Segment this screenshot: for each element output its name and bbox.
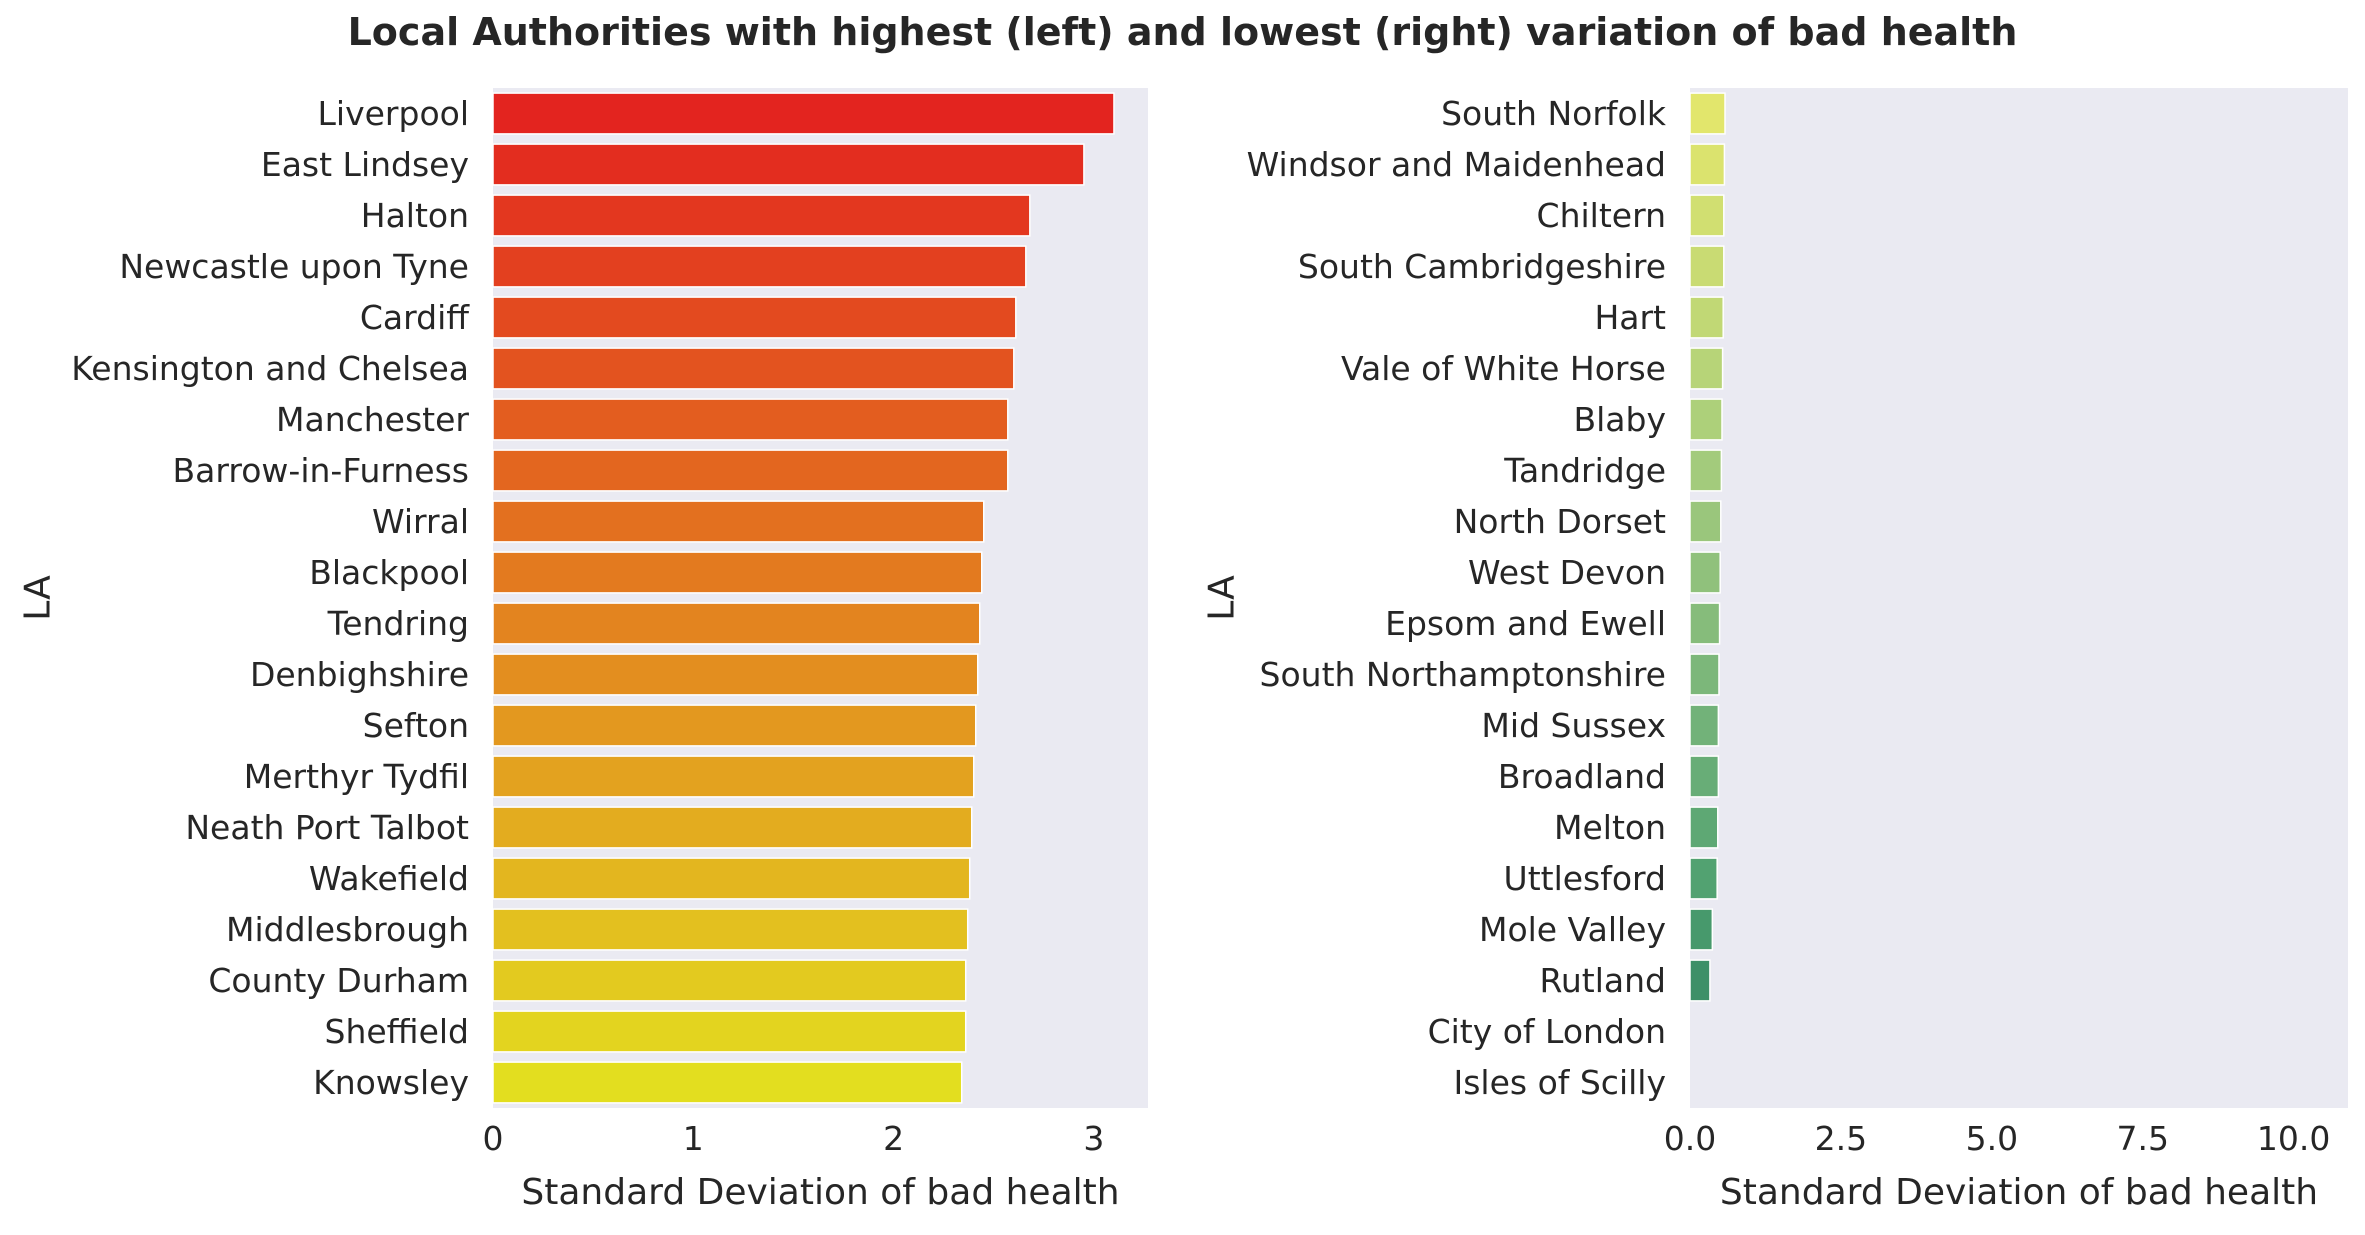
right-x-axis-label: Standard Deviation of bad health [1720,1172,2318,1213]
left-bar [492,908,969,951]
right-category-label: South Norfolk [1441,94,1667,133]
right-y-axis-label: LA [1202,575,1243,621]
right-bar [1689,245,1725,288]
right-x-tick-label: 5.0 [1966,1119,2018,1158]
right-bar [1689,194,1725,237]
left-category-label: Newcastle upon Tyne [119,247,469,286]
left-category-label: Manchester [276,400,469,439]
left-category-label: Sheffield [325,1012,470,1051]
left-bar [492,653,979,696]
right-bar [1689,143,1726,186]
left-category-label: East Lindsey [261,145,469,184]
left-category-label: Barrow-in-Furness [173,451,469,490]
left-bar [492,143,1085,186]
left-category-label: Denbighshire [250,655,469,694]
left-category-label: Knowsley [313,1063,469,1102]
right-category-label: City of London [1428,1012,1666,1051]
right-category-label: Hart [1594,298,1666,337]
left-bar [492,500,985,543]
right-x-tick-label: 2.5 [1815,1119,1867,1158]
left-y-axis-label: LA [18,575,59,621]
left-bar [492,347,1015,390]
figure-title: Local Authorities with highest (left) an… [347,10,2018,54]
left-bar [492,857,971,900]
right-category-label: South Northamptonshire [1260,655,1666,694]
left-bar [492,959,967,1002]
right-bar [1689,908,1714,951]
left-bar [492,92,1115,135]
right-plot-background [1690,88,2348,1108]
left-category-label: Wakefield [309,859,469,898]
left-bar [492,1061,963,1104]
right-bar [1689,704,1720,747]
right-category-label: West Devon [1468,553,1666,592]
left-category-label: Middlesbrough [226,910,469,949]
right-bar [1689,755,1720,798]
right-x-tick-label: 10.0 [2257,1119,2330,1158]
left-category-label: Cardiff [360,298,470,337]
right-bar [1689,500,1722,543]
right-category-label: Vale of White Horse [1341,349,1666,388]
left-category-label: County Durham [208,961,469,1000]
left-category-label: Liverpool [318,94,469,133]
right-category-label: Uttlesford [1504,859,1666,898]
right-x-tick-label: 7.5 [2117,1119,2169,1158]
right-bar [1689,602,1721,645]
left-x-tick-label: 3 [1083,1119,1104,1158]
right-bar [1689,449,1723,492]
left-x-tick-label: 0 [483,1119,504,1158]
left-x-tick-label: 1 [683,1119,704,1158]
left-x-tick-label: 2 [883,1119,904,1158]
right-category-label: Rutland [1539,961,1666,1000]
left-category-label: Sefton [363,706,469,745]
right-bar [1689,296,1724,339]
right-bar [1689,398,1723,441]
left-category-label: Tendring [327,604,469,643]
right-category-label: Windsor and Maidenhead [1247,145,1666,184]
left-bar [492,245,1027,288]
right-category-label: Melton [1554,808,1666,847]
left-plot-background [493,88,1148,1108]
left-category-label: Wirral [372,502,469,541]
left-bar [492,602,981,645]
right-category-label: Chiltern [1537,196,1666,235]
right-bar [1689,92,1726,135]
right-bar [1689,806,1719,849]
right-bar [1689,653,1720,696]
right-bar [1689,551,1721,594]
left-bar [492,755,975,798]
left-bar [492,194,1031,237]
left-category-label: Merthyr Tydfil [244,757,469,796]
right-category-label: Tandridge [1503,451,1666,490]
right-category-label: North Dorset [1454,502,1666,541]
right-category-label: Epsom and Ewell [1385,604,1666,643]
right-category-label: Mid Sussex [1481,706,1666,745]
left-bar [492,1010,967,1053]
left-category-label: Neath Port Talbot [185,808,469,847]
left-bar [492,449,1009,492]
left-x-axis-label: Standard Deviation of bad health [521,1172,1119,1213]
right-category-label: Mole Valley [1479,910,1666,949]
left-bar [492,704,977,747]
left-bar [492,398,1009,441]
left-bar [492,296,1017,339]
left-bar [492,551,983,594]
left-category-label: Kensington and Chelsea [71,349,469,388]
right-x-tick-label: 0.0 [1664,1119,1716,1158]
right-bar [1689,347,1724,390]
right-bar [1689,857,1718,900]
right-category-label: South Cambridgeshire [1298,247,1666,286]
left-bar [492,806,973,849]
right-category-label: Isles of Scilly [1453,1063,1666,1102]
right-bar [1689,959,1711,1002]
left-category-label: Halton [361,196,469,235]
right-category-label: Blaby [1573,400,1666,439]
right-category-label: Broadland [1498,757,1666,796]
left-category-label: Blackpool [309,553,469,592]
